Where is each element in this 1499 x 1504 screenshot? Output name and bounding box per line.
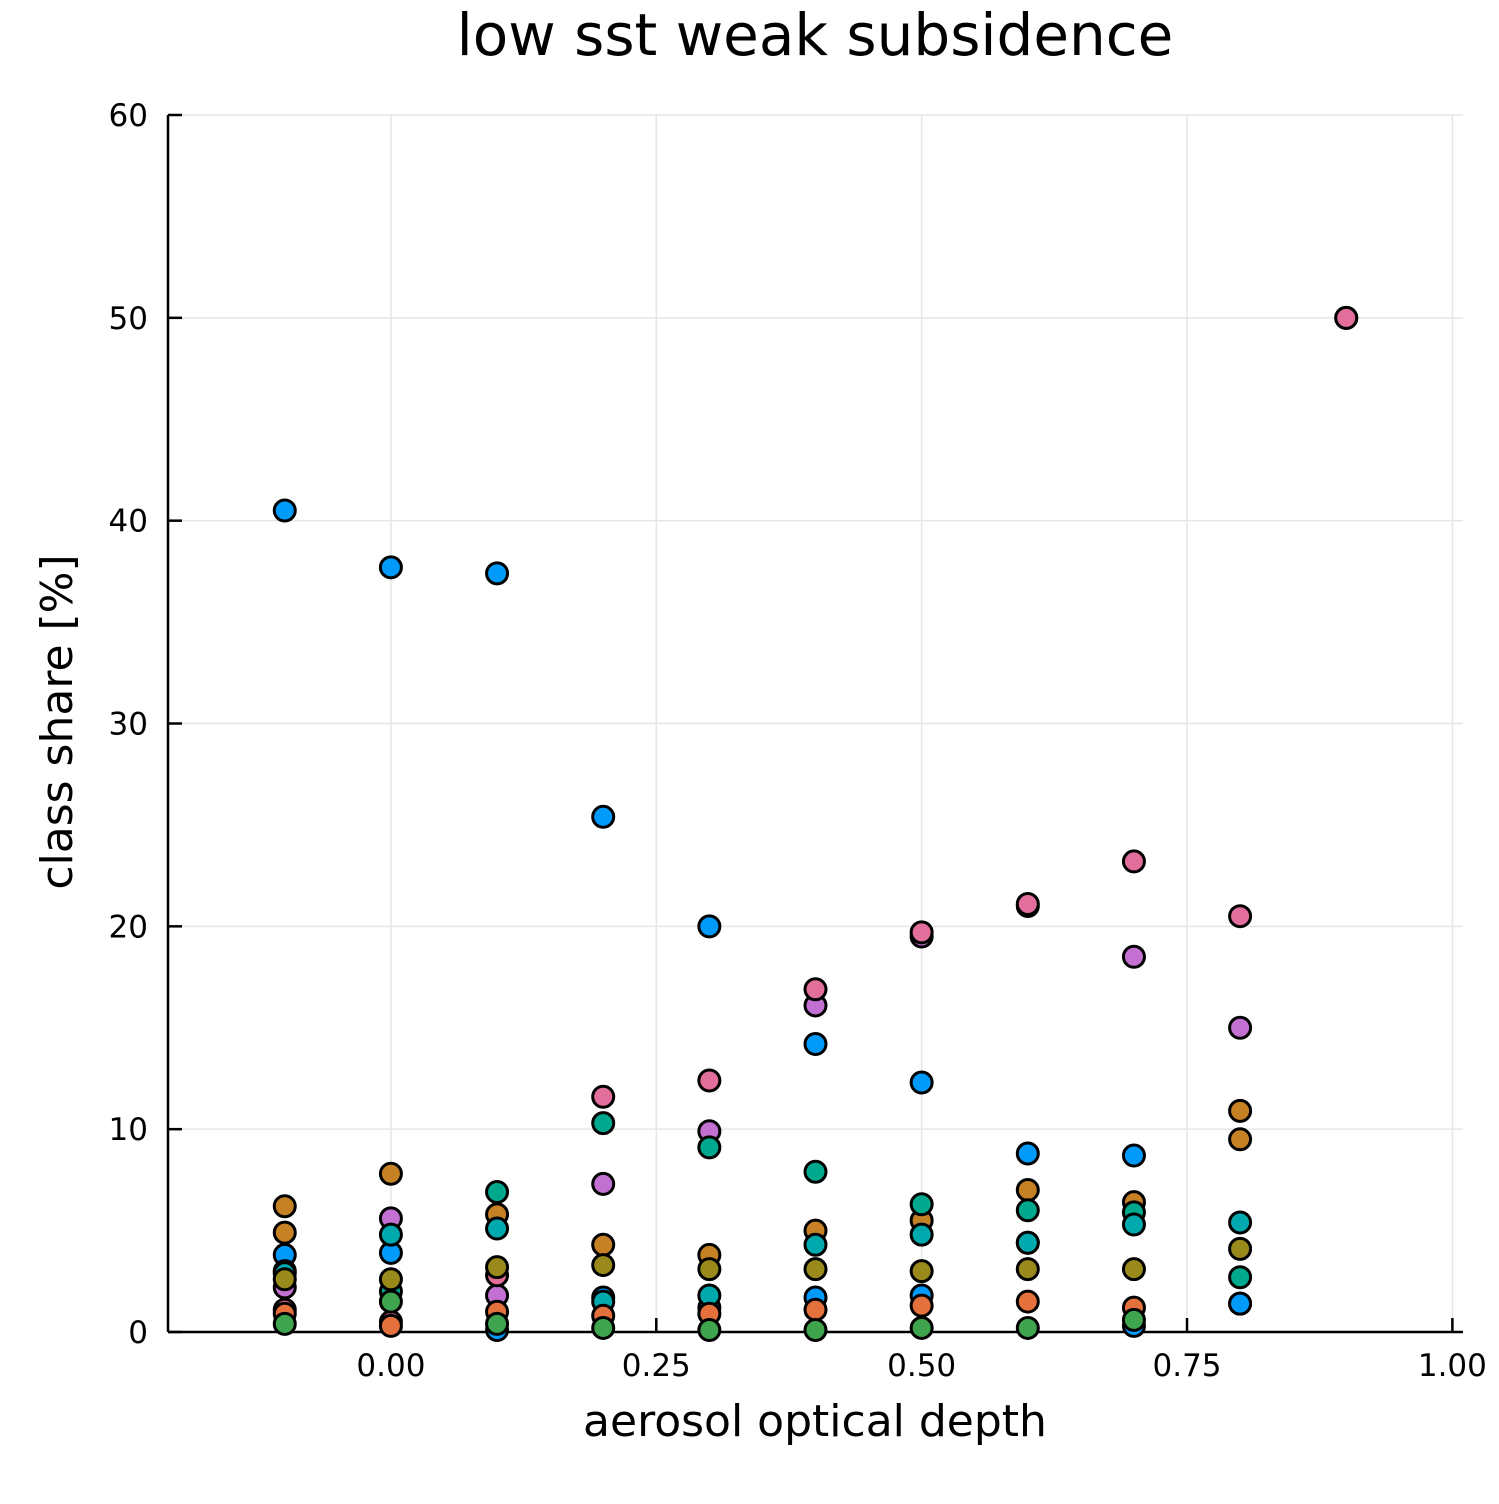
data-point: [803, 1159, 828, 1184]
data-point: [591, 1253, 616, 1278]
data-point: [803, 1317, 828, 1342]
data-point: [697, 1068, 722, 1093]
data-point: [591, 1315, 616, 1340]
data-point: [1121, 1307, 1146, 1332]
data-point: [803, 1257, 828, 1282]
data-point: [378, 555, 403, 580]
data-point: [803, 977, 828, 1002]
data-point: [803, 1297, 828, 1322]
data-point: [803, 1232, 828, 1257]
data-point: [378, 1267, 403, 1292]
x-tick-label: 0.25: [622, 1348, 691, 1384]
data-point: [1015, 892, 1040, 917]
data-point: [1228, 1210, 1253, 1235]
data-point: [1334, 305, 1359, 330]
data-point: [909, 1259, 934, 1284]
y-tick-label: 10: [109, 1112, 148, 1148]
y-tick-label: 50: [109, 301, 148, 337]
chart-title: low sst weak subsidence: [457, 1, 1174, 69]
data-point: [1121, 849, 1146, 874]
data-point: [697, 914, 722, 939]
data-point: [1121, 1212, 1146, 1237]
data-point: [272, 1311, 297, 1336]
data-point: [485, 1255, 510, 1280]
data-point: [1121, 1143, 1146, 1168]
data-point: [1228, 1098, 1253, 1123]
data-point: [697, 1135, 722, 1160]
data-point: [1228, 904, 1253, 929]
data-point: [909, 1192, 934, 1217]
data-point: [697, 1317, 722, 1342]
data-point: [378, 1313, 403, 1338]
data-point: [1015, 1289, 1040, 1314]
y-tick-label: 30: [109, 707, 148, 743]
data-point: [378, 1161, 403, 1186]
data-point: [485, 1180, 510, 1205]
grid-lines: [168, 114, 1463, 1333]
x-tick-label: 0.50: [887, 1348, 956, 1384]
data-point: [1015, 1257, 1040, 1282]
data-point: [909, 1293, 934, 1318]
data-point: [591, 1111, 616, 1136]
x-tick-label: 1.00: [1418, 1348, 1487, 1384]
y-tick-label: 60: [109, 98, 148, 134]
data-point: [909, 1070, 934, 1095]
y-axis-label: class share [%]: [32, 554, 83, 889]
data-point: [272, 1267, 297, 1292]
data-point: [591, 804, 616, 829]
data-point: [378, 1289, 403, 1314]
x-axis-label: aerosol optical depth: [583, 1396, 1047, 1447]
data-point: [591, 1084, 616, 1109]
data-point: [272, 498, 297, 523]
data-point: [485, 561, 510, 586]
y-tick-label: 0: [128, 1315, 148, 1351]
data-point: [485, 1311, 510, 1336]
data-point: [909, 920, 934, 945]
data-point: [1121, 1257, 1146, 1282]
y-tick-label: 40: [109, 504, 148, 540]
data-point: [697, 1257, 722, 1282]
data-point: [1015, 1230, 1040, 1255]
data-point: [803, 1031, 828, 1056]
data-point: [1121, 944, 1146, 969]
data-point: [1015, 1315, 1040, 1340]
data-point: [378, 1222, 403, 1247]
data-point: [485, 1216, 510, 1241]
data-point: [1015, 1178, 1040, 1203]
y-tick-label: 20: [109, 909, 148, 945]
tick-labels: 0.00 0.25 0.50 0.75 1.00 0 10 20 30 40 50 60: [109, 98, 1487, 1384]
data-point: [1015, 1141, 1040, 1166]
data-point: [909, 1315, 934, 1340]
x-tick-label: 0.00: [356, 1348, 425, 1384]
data-point: [1228, 1236, 1253, 1261]
data-points: [272, 305, 1359, 1342]
data-point: [1228, 1015, 1253, 1040]
data-point: [909, 1222, 934, 1247]
data-point: [591, 1232, 616, 1257]
data-point: [1228, 1291, 1253, 1316]
data-point: [1015, 1198, 1040, 1223]
data-point: [1228, 1265, 1253, 1290]
data-point: [1228, 1127, 1253, 1152]
data-point: [591, 1171, 616, 1196]
data-point: [272, 1220, 297, 1245]
x-tick-label: 0.75: [1153, 1348, 1222, 1384]
data-point: [272, 1194, 297, 1219]
